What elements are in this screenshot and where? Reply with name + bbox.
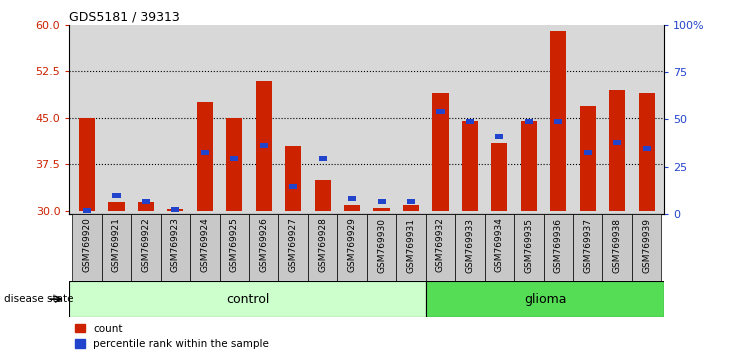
Bar: [315, 180, 331, 211]
Bar: [255, 81, 272, 211]
Bar: [318, 156, 327, 161]
Bar: [613, 140, 621, 145]
Text: GSM769931: GSM769931: [407, 217, 415, 273]
Bar: [83, 208, 91, 213]
Bar: [138, 202, 154, 211]
Bar: [403, 205, 419, 211]
Bar: [167, 209, 183, 211]
Bar: [466, 119, 474, 124]
Bar: [308, 214, 337, 281]
Text: GSM769933: GSM769933: [466, 217, 474, 273]
Bar: [639, 93, 655, 211]
Bar: [101, 214, 131, 281]
Text: GSM769921: GSM769921: [112, 217, 121, 273]
Text: GSM769935: GSM769935: [524, 217, 534, 273]
Bar: [514, 214, 544, 281]
Bar: [196, 102, 213, 211]
Bar: [520, 121, 537, 211]
Bar: [602, 214, 632, 281]
Bar: [485, 214, 514, 281]
Bar: [289, 184, 297, 189]
Bar: [230, 156, 238, 161]
Text: GSM769920: GSM769920: [82, 217, 91, 273]
Text: disease state: disease state: [4, 294, 73, 304]
Bar: [79, 118, 95, 211]
Bar: [573, 214, 602, 281]
Bar: [396, 214, 426, 281]
Bar: [348, 196, 356, 201]
Legend: count, percentile rank within the sample: count, percentile rank within the sample: [74, 324, 269, 349]
Text: GSM769927: GSM769927: [288, 217, 298, 273]
Bar: [544, 214, 573, 281]
Bar: [69, 281, 426, 317]
Text: GDS5181 / 39313: GDS5181 / 39313: [69, 11, 180, 24]
Bar: [496, 134, 504, 139]
Bar: [260, 143, 268, 148]
Text: GSM769932: GSM769932: [436, 217, 445, 273]
Bar: [525, 119, 533, 124]
Bar: [366, 214, 396, 281]
Bar: [462, 121, 478, 211]
Bar: [131, 214, 161, 281]
Bar: [374, 208, 390, 211]
Text: glioma: glioma: [524, 293, 566, 306]
Text: GSM769930: GSM769930: [377, 217, 386, 273]
Bar: [377, 199, 385, 204]
Bar: [285, 146, 301, 211]
Bar: [249, 214, 278, 281]
Text: GSM769939: GSM769939: [642, 217, 651, 273]
Bar: [491, 143, 507, 211]
Bar: [407, 199, 415, 204]
Bar: [226, 118, 242, 211]
Bar: [554, 119, 562, 124]
Bar: [437, 109, 445, 114]
Bar: [432, 93, 448, 211]
Text: GSM769937: GSM769937: [583, 217, 592, 273]
Bar: [456, 214, 485, 281]
Text: GSM769922: GSM769922: [142, 217, 150, 272]
Bar: [426, 281, 664, 317]
Bar: [112, 193, 120, 198]
Bar: [426, 214, 456, 281]
Text: GSM769926: GSM769926: [259, 217, 268, 273]
Bar: [172, 207, 180, 212]
Bar: [190, 214, 220, 281]
Text: GSM769928: GSM769928: [318, 217, 327, 273]
Text: GSM769938: GSM769938: [612, 217, 622, 273]
Text: GSM769936: GSM769936: [554, 217, 563, 273]
Text: GSM769929: GSM769929: [347, 217, 356, 273]
Text: GSM769925: GSM769925: [230, 217, 239, 273]
Bar: [642, 147, 650, 152]
Bar: [72, 214, 101, 281]
Bar: [344, 205, 360, 211]
Bar: [580, 105, 596, 211]
Bar: [201, 150, 209, 155]
Bar: [337, 214, 366, 281]
Text: GSM769923: GSM769923: [171, 217, 180, 273]
Bar: [584, 150, 592, 155]
Bar: [108, 202, 125, 211]
Bar: [220, 214, 249, 281]
Bar: [550, 31, 566, 211]
Bar: [609, 90, 626, 211]
Bar: [632, 214, 661, 281]
Text: GSM769934: GSM769934: [495, 217, 504, 273]
Bar: [278, 214, 308, 281]
Text: control: control: [226, 293, 269, 306]
Text: GSM769924: GSM769924: [200, 217, 210, 272]
Bar: [142, 199, 150, 204]
Bar: [161, 214, 190, 281]
